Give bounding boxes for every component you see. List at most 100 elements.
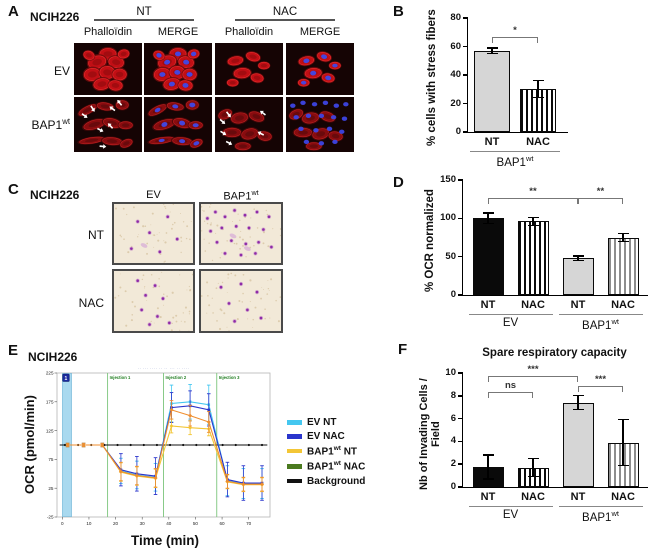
y-tick [458,217,463,220]
svg-text:20: 20 [113,521,119,526]
group-label: BAP1wt [582,509,619,524]
y-tick-label: 0 [455,126,461,137]
panel-c-label: C [8,181,19,198]
significance-bracket [488,197,578,204]
panel-b-label: B [393,3,404,20]
significance-label: * [513,24,517,36]
fluorescence-micrograph [286,97,354,152]
svg-text:40: 40 [166,521,172,526]
arrow-icon [225,140,233,146]
error-bar-stem [532,458,534,477]
significance-bracket [488,376,578,383]
x-category-label: NT [480,299,496,311]
svg-text:25: 25 [48,486,54,491]
fluorescence-micrograph [74,97,142,152]
stress-fibers-bar-chart: % cells with stress fibers 0 20 40 60 80 NT NAC… [390,4,650,174]
fluorescence-micrograph [286,43,354,95]
arrow-icon [219,118,226,125]
fluorescence-image-bap1-nac-merge [286,97,354,152]
panel-a-row-ev: EV [53,64,70,78]
arrow-icon [257,131,265,136]
error-bar-cap [527,224,539,226]
y-tick [458,417,463,420]
error-bar-cap [617,464,629,467]
x-category-label: NAC [526,136,550,148]
significance-label: ** [596,185,605,197]
panel-a-label: A [8,3,19,20]
y-tick-label: 50 [445,250,456,262]
group-underline [558,506,643,508]
bar [520,89,556,132]
fluorescence-image-bap1-nac-phalloidin [215,97,283,152]
y-tick-label: 8 [450,389,456,401]
y-tick [463,102,468,105]
group-underline [93,19,195,21]
arrow-icon [99,144,107,149]
fluorescence-image-ev-nac-merge [286,43,354,95]
svg-text:Injection 1: Injection 1 [110,375,131,380]
legend-swatch [287,434,302,439]
arrow-icon [117,99,123,106]
error-bar-cap [482,212,494,214]
svg-text:225: 225 [46,371,54,376]
panel-e-legend: EV NT EV NAC BAP1wt NT BAP1wt NAC Background [287,414,365,490]
panel-e-y-axis-title: OCR (pmol/min) [22,395,37,495]
error-bar-cap [482,454,494,456]
invasion-image-bap1-nt [199,202,283,265]
x-category-label: NAC [611,299,635,311]
svg-text:50: 50 [193,521,199,526]
error-bar-cap [532,97,544,99]
significance-bracket [488,392,533,399]
y-tick-label: 100 [440,212,456,224]
x-category-label: NAC [521,491,545,503]
svg-text:70: 70 [246,521,252,526]
ocr-line-chart: ·· ··· ···· ·· ·· ··· ·· ···· 1 Injection … [40,364,280,554]
error-bar-cap [527,457,539,460]
transwell-micrograph [114,271,193,331]
bar [474,50,510,132]
svg-text:1: 1 [65,376,68,382]
y-tick [458,372,463,374]
plot-area: 0 20 40 60 80 NT NAC BAP1wt * [450,12,568,169]
y-tick-label: 60 [450,40,461,52]
significance-label: *** [594,373,607,385]
arrow-icon [225,111,231,118]
panel-c-row-nt: NT [88,228,104,242]
error-bar-cap [482,478,494,480]
svg-text:Injection 3: Injection 3 [219,375,240,380]
panel-a-col-merge-nt: MERGE [157,26,199,38]
arrow-icon [97,127,104,133]
legend-label: EV NAC [307,431,345,442]
legend-swatch [287,420,302,425]
error-bar-cap [572,255,584,257]
error-bar-cap [527,216,539,219]
panel-c-row-nac: NAC [78,296,104,310]
arrow-icon [220,130,227,136]
y-tick-label: 6 [450,412,456,424]
x-category-label: NT [570,491,586,503]
fluorescence-micrograph [215,43,283,95]
panel-a-cell-line: NCIH226 [30,10,80,24]
y-tick [458,395,463,397]
panel-a-col-merge-nac: MERGE [299,26,341,38]
panel-a-col-phalloidin-nt: Phalloïdin [83,26,133,38]
legend-swatch [287,478,302,484]
y-axis-title: % OCR normalized [424,189,436,293]
fluorescence-micrograph [144,43,212,95]
legend-item: EV NT [287,417,365,428]
error-bar-cap [532,80,544,82]
legend-item: Background [287,476,365,487]
spare-respiratory-capacity-bar-chart: Spare respiratory capacity Nb of Invading… [390,342,650,554]
error-bar-stem [622,233,624,242]
panel-a-group-nac: NAC [215,6,355,21]
y-tick-label: 0 [450,289,456,300]
group-underline [468,314,553,316]
legend-label: EV NT [307,417,337,428]
legend-label: BAP1wt NT [307,445,358,458]
group-underline [468,506,553,508]
error-bar-cap [572,408,584,411]
error-bar-cap [527,476,539,478]
panel-e-x-axis-title: Time (min) [130,533,199,548]
ocr-line-plot: ·· ··· ···· ·· ·· ··· ·· ···· 1 Injection … [46,366,271,526]
